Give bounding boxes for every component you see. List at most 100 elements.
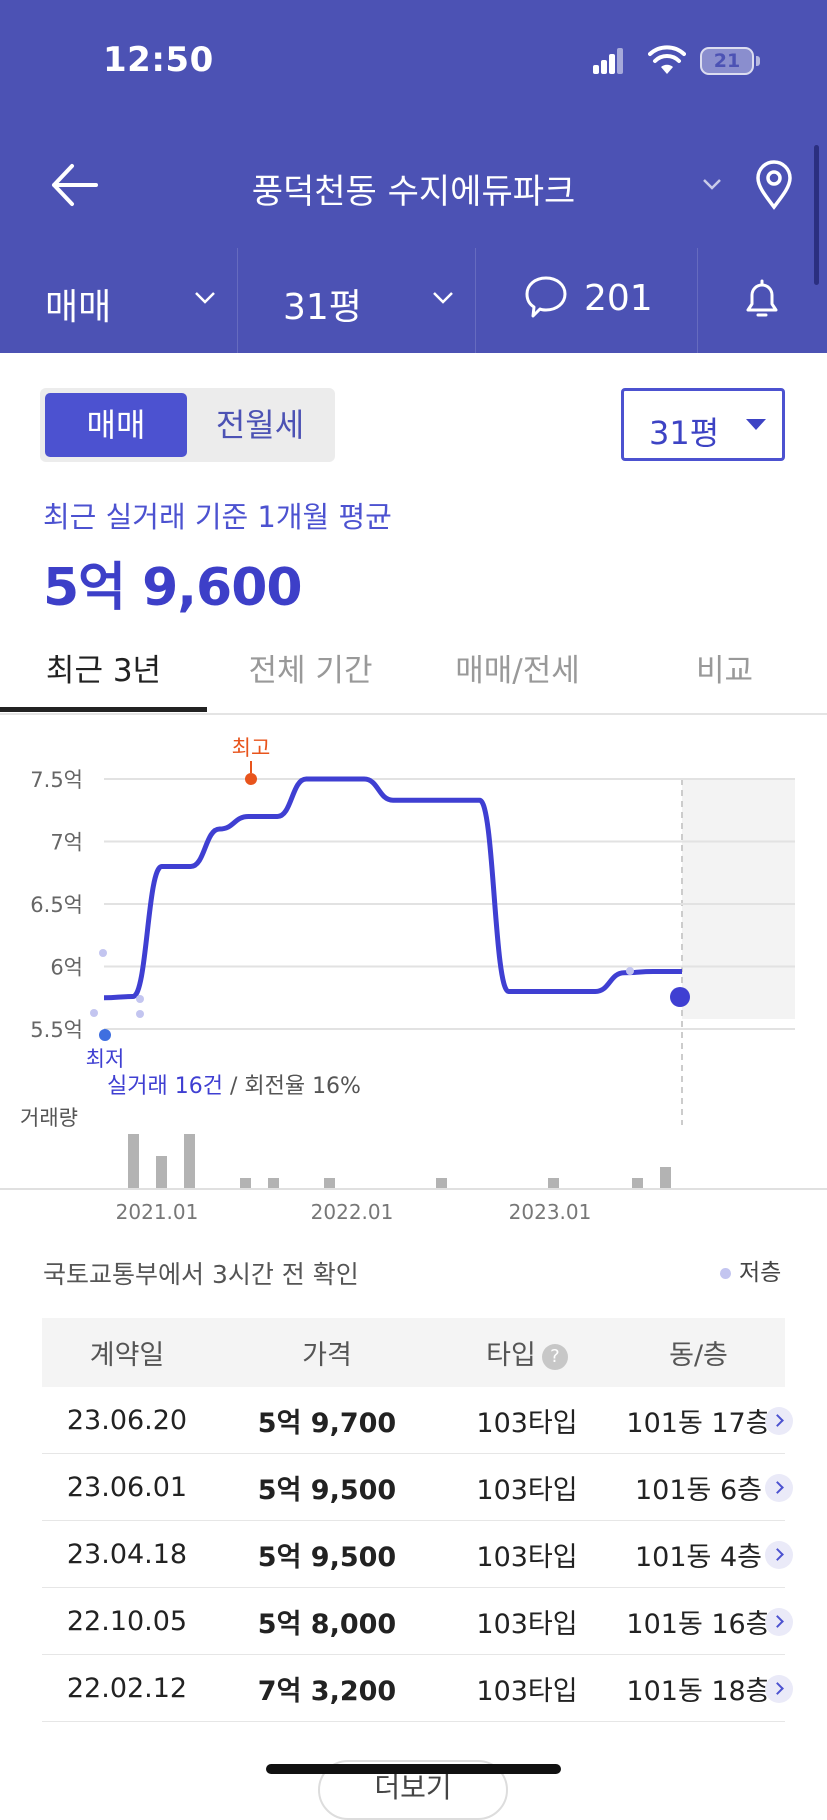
- back-arrow-icon[interactable]: [48, 162, 100, 208]
- area-label: 31평: [283, 287, 362, 328]
- table-row[interactable]: 23.06.01 5억 9,500 103타입 101동 6층: [42, 1454, 793, 1521]
- speech-bubble-icon: [525, 276, 567, 318]
- caret-down-icon: [746, 419, 766, 430]
- wifi-icon: [648, 45, 686, 74]
- scatter-point: [136, 995, 144, 1003]
- trade-summary: 실거래 16건 / 회전율 16%: [107, 1074, 361, 1099]
- y-tick-label: 6억: [50, 956, 83, 980]
- row-type: 103타입: [442, 1468, 612, 1507]
- chevron-right-icon[interactable]: [765, 1540, 793, 1569]
- row-type: 103타입: [442, 1669, 612, 1708]
- volume-bar: [436, 1178, 447, 1189]
- segment-rent[interactable]: 전월세: [215, 406, 305, 444]
- area-dropdown-label: 31평: [649, 414, 720, 452]
- table-row[interactable]: 22.02.12 7억 3,200 103타입 101동 18층: [42, 1655, 793, 1722]
- row-price-text: 5억 9,500: [257, 1541, 397, 1573]
- area-dropdown[interactable]: 31평: [621, 388, 785, 461]
- chevron-right-icon[interactable]: [765, 1674, 793, 1703]
- row-date: 23.04.18: [42, 1539, 212, 1570]
- home-indicator[interactable]: [266, 1764, 561, 1774]
- row-price-text: 5억 8,000: [257, 1608, 397, 1640]
- source-note: 국토교통부에서 3시간 전 확인: [43, 1260, 359, 1289]
- location-pin-icon[interactable]: [752, 158, 796, 210]
- row-type-text: 103타입: [476, 1675, 578, 1707]
- status-bar: 12:50 21: [0, 0, 827, 120]
- filter-bar: 매매 31평 201: [0, 248, 827, 353]
- header-date: 계약일: [89, 1340, 165, 1371]
- price-line: [103, 776, 682, 1001]
- cellular-signal-icon: [593, 48, 623, 74]
- deal-type-label: 매매: [45, 287, 112, 328]
- volume-bar: [324, 1178, 335, 1189]
- max-label: 최고: [232, 736, 271, 760]
- row-date-text: 23.06.01: [66, 1471, 188, 1503]
- max-point-marker: [245, 773, 257, 785]
- scrollbar[interactable]: [814, 145, 819, 285]
- comments-button[interactable]: 201: [476, 248, 698, 353]
- x-tick-label: 2023.01: [509, 1200, 592, 1224]
- turnover-rate: / 회전율 16%: [223, 1074, 361, 1099]
- header-building: 동/층: [669, 1340, 728, 1371]
- row-building-text: 101동 6층: [635, 1474, 762, 1506]
- row-building-text: 101동 17층: [626, 1407, 771, 1439]
- period-tabs: 최근 3년 전체 기간 매매/전세 비교: [0, 630, 827, 715]
- row-type-text: 103타입: [476, 1474, 578, 1506]
- deal-segment-control: 매매 전월세: [40, 388, 335, 462]
- forecast-area: [682, 779, 795, 1019]
- row-date-text: 22.02.12: [66, 1672, 188, 1704]
- trade-count: 실거래 16건: [107, 1074, 223, 1099]
- chevron-down-icon[interactable]: [698, 170, 726, 198]
- header-type-label: 타입: [486, 1340, 536, 1371]
- chevron-down-icon: [433, 292, 453, 304]
- x-tick-label: 2022.01: [311, 1200, 394, 1224]
- comments-count: 201: [584, 278, 653, 319]
- average-price: 5억 9,600: [43, 558, 303, 618]
- notification-button[interactable]: [698, 248, 827, 353]
- battery-nub: [756, 56, 760, 66]
- tab-sale-jeonse[interactable]: 매매/전세: [455, 653, 580, 689]
- min-point-marker: [99, 1029, 111, 1041]
- chevron-right-icon[interactable]: [765, 1473, 793, 1502]
- row-date: 22.02.12: [42, 1673, 212, 1704]
- deal-type-select[interactable]: 매매: [0, 248, 238, 353]
- title-bar: 풍덕천동 수지에듀파크: [0, 140, 827, 230]
- table-row[interactable]: 23.04.18 5억 9,500 103타입 101동 4층: [42, 1521, 793, 1588]
- row-date-text: 23.06.20: [66, 1404, 188, 1436]
- header-type: 타입?: [442, 1333, 612, 1372]
- tab-recent-3y[interactable]: 최근 3년: [45, 653, 162, 689]
- row-building-text: 101동 4층: [635, 1541, 762, 1573]
- legend-low-floor: 저층: [720, 1253, 781, 1287]
- segment-sale[interactable]: 매매: [45, 393, 187, 457]
- area-select[interactable]: 31평: [238, 248, 476, 353]
- chevron-right-icon[interactable]: [765, 1406, 793, 1435]
- volume-label: 거래량: [20, 1106, 78, 1130]
- row-date: 23.06.01: [42, 1472, 212, 1503]
- y-tick-label: 5.5억: [30, 1018, 83, 1042]
- chevron-right-icon[interactable]: [765, 1607, 793, 1636]
- status-time: 12:50: [103, 40, 214, 80]
- price-chart[interactable]: 7.5억 7억 6.5억 6억 5.5억 2021.01 2022.01 2023.01 최…: [0, 725, 827, 1225]
- table-header: 계약일 가격 타입? 동/층: [42, 1318, 785, 1387]
- y-tick-label: 6.5억: [30, 893, 83, 917]
- app-header: 12:50 21 풍덕천동 수지에듀파크 매매 31평: [0, 0, 827, 353]
- table-row[interactable]: 22.10.05 5억 8,000 103타입 101동 16층: [42, 1588, 793, 1655]
- legend-label: 저층: [739, 1260, 782, 1286]
- row-date: 23.06.20: [42, 1405, 212, 1436]
- tab-all-period[interactable]: 전체 기간: [248, 653, 373, 689]
- volume-bar: [184, 1134, 195, 1189]
- row-date-text: 23.04.18: [66, 1538, 188, 1570]
- row-date-text: 22.10.05: [66, 1605, 188, 1637]
- scatter-point: [136, 1010, 144, 1018]
- transaction-table: 계약일 가격 타입? 동/층 23.06.20 5억 9,700 103타입 101동…: [42, 1318, 793, 1722]
- row-price: 5억 9,500: [212, 1468, 442, 1507]
- row-price-text: 5억 9,500: [257, 1474, 397, 1506]
- row-type-text: 103타입: [476, 1541, 578, 1573]
- row-type-text: 103타입: [476, 1407, 578, 1439]
- page-title[interactable]: 풍덕천동 수지에듀파크: [251, 172, 576, 212]
- latest-point-marker[interactable]: [670, 987, 690, 1007]
- tab-compare[interactable]: 비교: [695, 653, 754, 689]
- table-row[interactable]: 23.06.20 5억 9,700 103타입 101동 17층: [42, 1387, 793, 1454]
- help-icon[interactable]: ?: [541, 1343, 568, 1370]
- y-tick-label: 7.5억: [30, 768, 83, 792]
- row-building: 101동 18층: [612, 1669, 793, 1708]
